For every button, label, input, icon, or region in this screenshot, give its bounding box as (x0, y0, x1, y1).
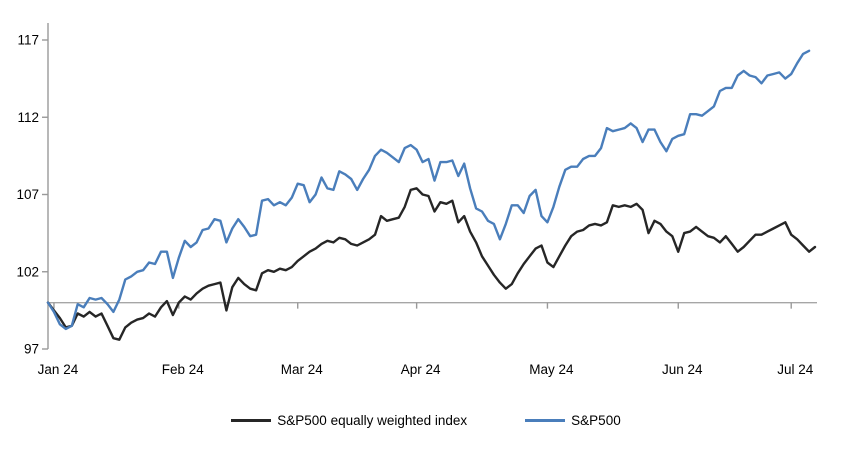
x-tick-label: Feb 24 (162, 362, 205, 377)
sp500-line-swatch-icon (525, 419, 566, 422)
x-tick-label: Jul 24 (777, 362, 814, 377)
x-tick-label: Mar 24 (281, 362, 324, 377)
y-tick-label: 107 (16, 187, 39, 202)
y-tick-label: 97 (24, 342, 39, 357)
legend-label-equal-weight: S&P500 equally weighted index (277, 413, 468, 428)
legend-item-equal-weight: S&P500 equally weighted index (231, 413, 467, 428)
series-line-equal-weight (46, 187, 817, 341)
x-tick-label: Apr 24 (401, 362, 441, 377)
x-tick-label: Jan 24 (38, 362, 79, 377)
x-tick-label: Jun 24 (662, 362, 703, 377)
x-tick-label: May 24 (529, 362, 574, 377)
legend-item-sp500: S&P500 (525, 413, 621, 428)
equal-weight-line-swatch-icon (231, 419, 272, 422)
y-tick-label: 117 (17, 33, 39, 48)
y-tick-label: 112 (17, 110, 39, 125)
legend-label-sp500: S&P500 (571, 413, 621, 428)
legend: S&P500 equally weighted index S&P500 (0, 413, 852, 428)
y-tick-label: 102 (16, 264, 39, 279)
series-line-sp500 (46, 49, 811, 331)
